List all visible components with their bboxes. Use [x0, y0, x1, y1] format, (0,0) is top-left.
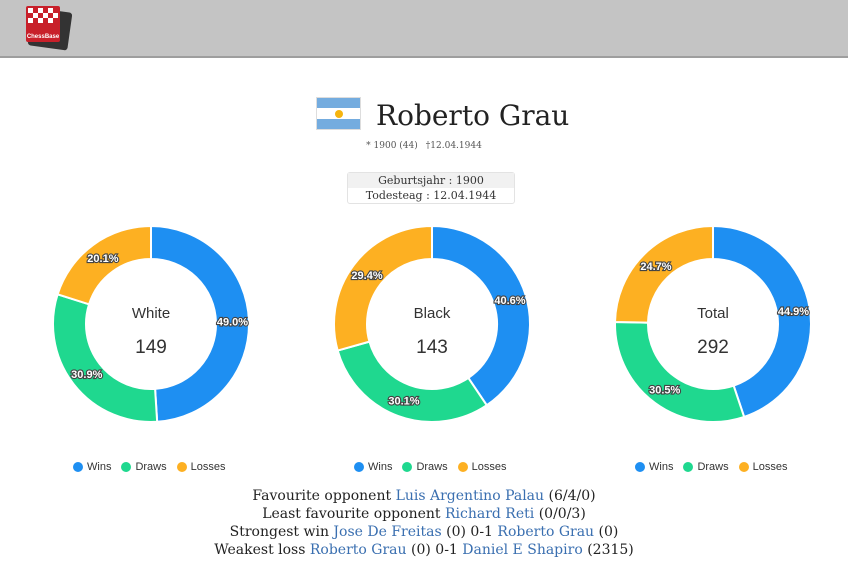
legend-draws[interactable]: Draws: [683, 460, 729, 474]
info-death-row: Todesteag : 12.04.1944: [365, 189, 497, 202]
black-chart-label: Black: [413, 305, 451, 322]
strongest-win-white-link[interactable]: Jose De Freitas: [333, 524, 442, 540]
total-chart-count: 292: [697, 337, 729, 358]
legend-wins-label: Wins: [87, 461, 112, 473]
least-favourite-opponent-link[interactable]: Richard Reti: [444, 506, 535, 522]
legend-wins-label: Wins: [368, 461, 393, 473]
legend-draws[interactable]: Draws: [402, 460, 448, 474]
least-favourite-opponent: Least favourite opponent Richard Reti (0…: [0, 505, 848, 523]
least-favourite-score: (0/0/3): [538, 506, 586, 522]
death-date: †12.04.1944: [425, 141, 482, 151]
total-losses-slice[interactable]: [613, 224, 714, 324]
white-wins-slice[interactable]: [150, 224, 250, 423]
white-losses-percent-label: 20.1%: [87, 253, 118, 265]
legend-wins-label: Wins: [649, 461, 674, 473]
wins-dot-icon: [635, 462, 645, 472]
draws-dot-icon: [683, 462, 694, 472]
total-chart-legend: Wins Draws Losses: [635, 460, 787, 474]
legend-wins[interactable]: Wins: [354, 460, 392, 474]
weakest-loss-black-link[interactable]: Daniel E Shapiro: [462, 542, 583, 558]
total-draws-percent-label: 30.5%: [649, 385, 680, 397]
weakest-loss-result: 0-1: [435, 542, 458, 558]
legend-losses-label: Losses: [752, 461, 788, 473]
life-dates: * 1900 (44) †12.04.1944: [0, 141, 848, 151]
top-bar: ChessBase: [0, 0, 848, 58]
white-chart-count: 149: [135, 337, 167, 358]
legend-draws-label: Draws: [697, 461, 729, 473]
logo-text: ChessBase: [27, 34, 60, 40]
white-losses-slice[interactable]: [56, 224, 152, 306]
strongest-win-black-rating: (0): [598, 524, 619, 540]
black-chart-legend: Wins Draws Losses: [354, 460, 506, 474]
birth-date: * 1900 (44): [366, 141, 418, 151]
white-draws-slice[interactable]: [52, 293, 159, 423]
favourite-opponent: Favourite opponent Luis Argentino Palau …: [0, 487, 848, 505]
losses-dot-icon: [738, 462, 749, 472]
draws-dot-icon: [402, 462, 413, 472]
result-donut-charts: 49.0% 30.9% 20.1% 40.6% 30.1% 29.4% 44.9% 30.5%…: [52, 224, 812, 423]
favourite-prefix: Favourite opponent: [252, 488, 392, 504]
legend-draws-label: Draws: [416, 461, 448, 473]
total-chart-label: Total: [697, 305, 729, 322]
strongest-win-white-rating: (0): [446, 524, 466, 540]
white-chart-label: White: [131, 305, 171, 322]
black-losses-slice[interactable]: [333, 224, 433, 352]
wins-dot-icon: [73, 462, 83, 472]
least-favourite-prefix: Least favourite opponent: [262, 506, 441, 522]
weakest-loss-black-rating: (2315): [587, 542, 634, 558]
weakest-loss-prefix: Weakest loss: [214, 542, 306, 558]
losses-dot-icon: [176, 462, 187, 472]
black-losses-percent-label: 29.4%: [351, 270, 382, 282]
total-wins-slice[interactable]: [712, 224, 812, 419]
white-wins-percent-label: 49.0%: [217, 316, 248, 328]
weakest-loss: Weakest loss Roberto Grau (0) 0-1 Daniel…: [0, 541, 848, 559]
black-wins-slice[interactable]: [431, 224, 531, 407]
favourite-opponent-link[interactable]: Luis Argentino Palau: [395, 488, 545, 504]
legend-losses[interactable]: Losses: [176, 460, 226, 474]
total-losses-percent-label: 24.7%: [640, 261, 671, 273]
strongest-win-prefix: Strongest win: [229, 524, 329, 540]
wins-dot-icon: [354, 462, 364, 472]
white-draws-percent-label: 30.9%: [71, 369, 102, 381]
legend-draws-label: Draws: [135, 461, 167, 473]
info-birth-row: Geburtsjahr : 1900: [348, 173, 514, 188]
legend-losses[interactable]: Losses: [738, 460, 788, 474]
info-box: Geburtsjahr : 1900 Todesteag : 12.04.194…: [347, 172, 515, 204]
flag-sun-icon: [335, 110, 343, 118]
favourite-score: (6/4/0): [548, 488, 596, 504]
strongest-win: Strongest win Jose De Freitas (0) 0-1 Ro…: [0, 523, 848, 541]
player-name: Roberto Grau: [376, 99, 570, 132]
black-chart-count: 143: [416, 337, 448, 358]
black-draws-percent-label: 30.1%: [388, 396, 419, 408]
opponent-stats: Favourite opponent Luis Argentino Palau …: [0, 487, 848, 559]
argentina-flag-icon: [316, 97, 361, 130]
white-chart-legend: Wins Draws Losses: [73, 460, 225, 474]
legend-draws[interactable]: Draws: [121, 460, 167, 474]
strongest-win-black-link[interactable]: Roberto Grau: [497, 524, 595, 540]
black-wins-percent-label: 40.6%: [494, 295, 525, 307]
strongest-win-result: 0-1: [470, 524, 493, 540]
legend-losses[interactable]: Losses: [457, 460, 507, 474]
legend-wins[interactable]: Wins: [73, 460, 111, 474]
weakest-loss-white-link[interactable]: Roberto Grau: [309, 542, 407, 558]
legend-losses-label: Losses: [471, 461, 507, 473]
losses-dot-icon: [457, 462, 468, 472]
weakest-loss-white-rating: (0): [410, 542, 431, 558]
total-wins-percent-label: 44.9%: [778, 306, 809, 318]
draws-dot-icon: [121, 462, 132, 472]
chessbase-logo[interactable]: ChessBase: [24, 4, 72, 52]
legend-losses-label: Losses: [190, 461, 226, 473]
legend-wins[interactable]: Wins: [635, 460, 673, 474]
